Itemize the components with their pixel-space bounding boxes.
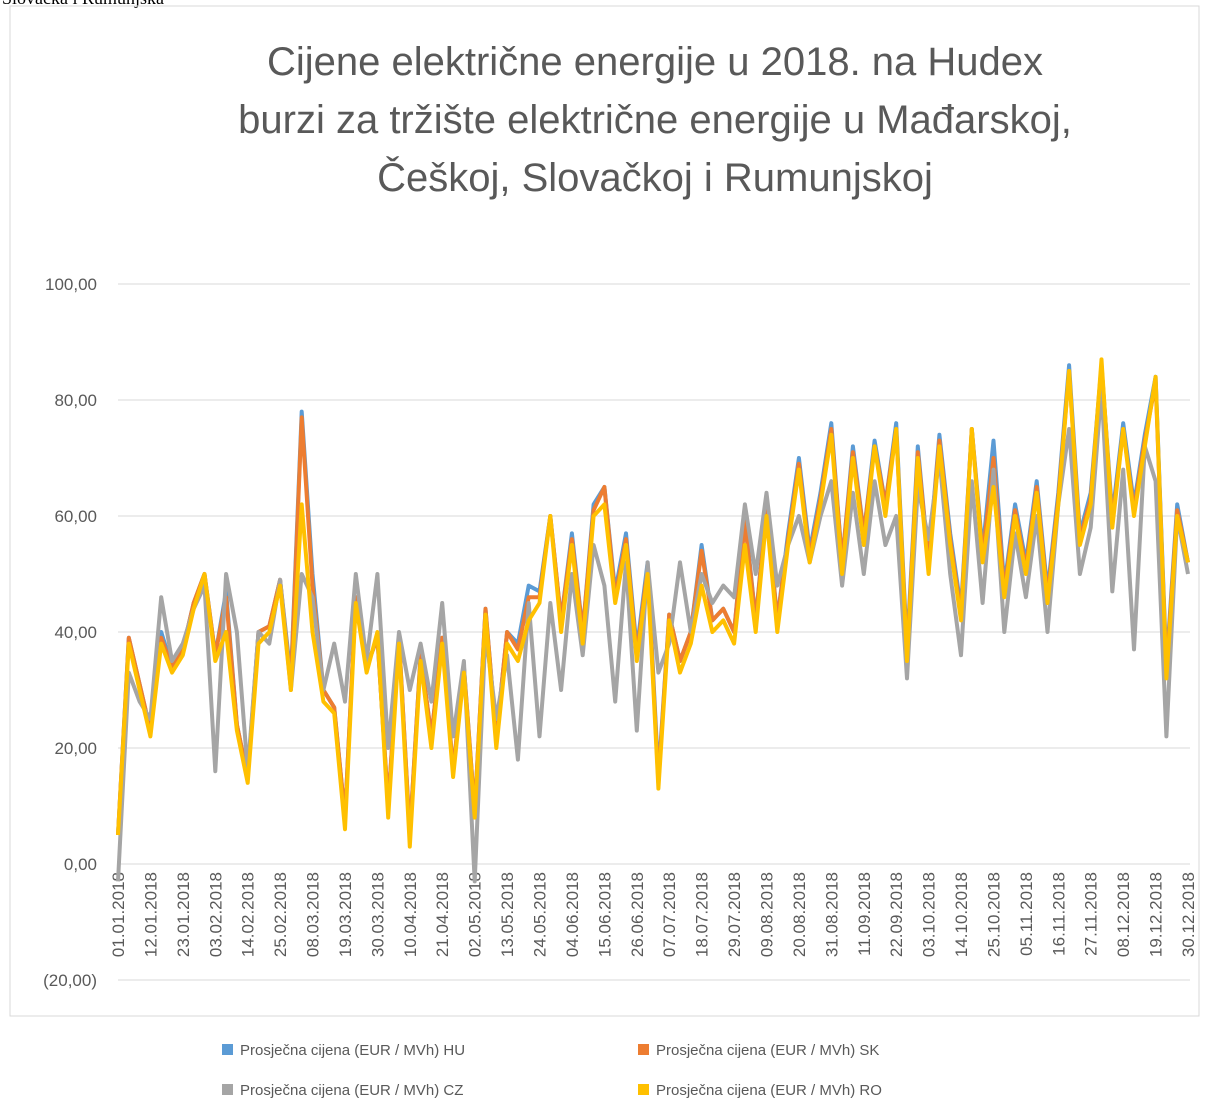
x-tick-label: 04.06.2018 [563, 872, 582, 957]
legend-label: Prosječna cijena (EUR / MVh) CZ [240, 1082, 463, 1099]
x-tick-label: 08.12.2018 [1114, 872, 1133, 957]
chart-border [9, 5, 1200, 1017]
y-tick-label: 20,00 [54, 739, 97, 758]
x-tick-label: 10.04.2018 [401, 872, 420, 957]
y-tick-label: 80,00 [54, 391, 97, 410]
x-tick-label: 02.05.2018 [466, 872, 485, 957]
x-tick-label: 14.10.2018 [952, 872, 971, 957]
x-tick-label: 29.07.2018 [725, 872, 744, 957]
y-tick-label: 60,00 [54, 507, 97, 526]
x-tick-label: 18.07.2018 [693, 872, 712, 957]
x-tick-label: 19.12.2018 [1147, 872, 1166, 957]
x-tick-label: 27.11.2018 [1082, 872, 1101, 956]
legend-swatch [222, 1084, 233, 1095]
legend-swatch [638, 1084, 649, 1095]
series-line [116, 386, 1190, 884]
y-tick-label: (20,00) [43, 971, 97, 990]
y-tick-label: 0,00 [64, 855, 97, 874]
x-tick-label: 23.01.2018 [174, 872, 193, 957]
x-tick-label: 14.02.2018 [239, 872, 258, 957]
chart-title: Cijene električne energije u 2018. na Hu… [267, 40, 1043, 84]
x-tick-label: 26.06.2018 [628, 872, 647, 957]
x-tick-label: 01.01.2018 [109, 872, 128, 957]
x-tick-label: 20.08.2018 [790, 872, 809, 957]
x-tick-label: 30.03.2018 [368, 872, 387, 957]
x-tick-label: 11.09.2018 [855, 872, 874, 956]
x-tick-label: 09.08.2018 [757, 872, 776, 957]
x-tick-label: 31.08.2018 [822, 872, 841, 957]
x-tick-label: 03.10.2018 [920, 872, 939, 957]
legend-label: Prosječna cijena (EUR / MVh) HU [240, 1042, 465, 1059]
x-tick-label: 25.02.2018 [271, 872, 290, 957]
x-tick-label: 30.12.2018 [1179, 872, 1198, 957]
series-line [116, 357, 1190, 849]
x-tick-label: 05.11.2018 [1017, 872, 1036, 956]
caption: Slovačka i Rumunjska [2, 0, 164, 8]
x-tick-label: 24.05.2018 [531, 872, 550, 957]
x-tick-label: 22.09.2018 [887, 872, 906, 957]
chart-title: burzi za tržište električne energije u M… [238, 98, 1072, 142]
legend-swatch [222, 1044, 233, 1055]
y-tick-label: 100,00 [45, 275, 97, 294]
x-tick-label: 25.10.2018 [984, 872, 1003, 957]
chart-title: Češkoj, Slovačkoj i Rumunjskoj [377, 155, 933, 200]
x-tick-label: 13.05.2018 [498, 872, 517, 957]
legend-swatch [638, 1044, 649, 1055]
x-tick-label: 08.03.2018 [304, 872, 323, 957]
x-tick-label: 07.07.2018 [660, 872, 679, 957]
legend-label: Prosječna cijena (EUR / MVh) SK [656, 1042, 879, 1059]
x-tick-label: 03.02.2018 [206, 872, 225, 957]
x-tick-label: 19.03.2018 [336, 872, 355, 957]
x-tick-label: 15.06.2018 [595, 872, 614, 957]
x-tick-label: 12.01.2018 [141, 872, 160, 957]
y-tick-label: 40,00 [54, 623, 97, 642]
legend-label: Prosječna cijena (EUR / MVh) RO [656, 1082, 882, 1099]
x-tick-label: 21.04.2018 [433, 872, 452, 957]
x-tick-label: 16.11.2018 [1049, 872, 1068, 956]
